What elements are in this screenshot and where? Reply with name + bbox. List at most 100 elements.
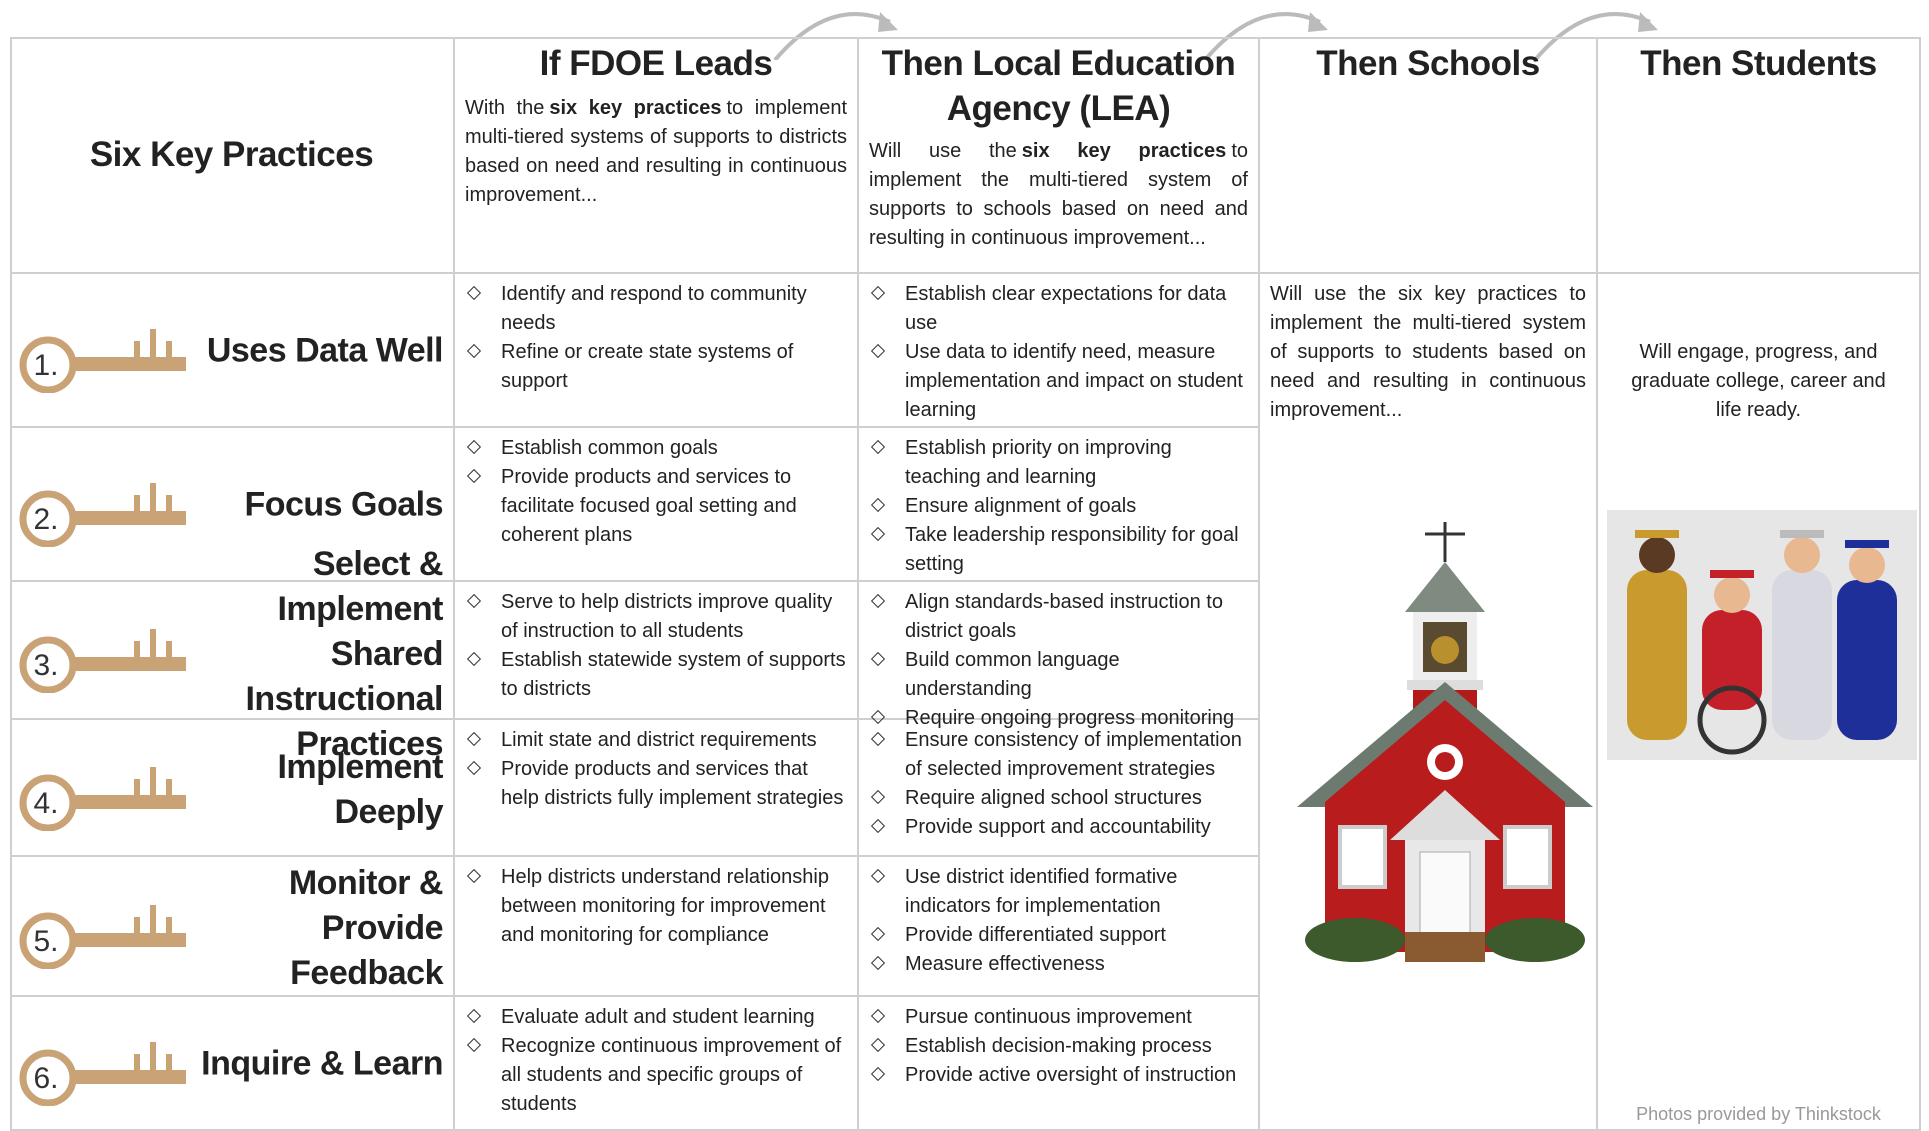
bullet-item: Align standards-based instruction to dis… xyxy=(867,588,1248,646)
bullet-diamond xyxy=(870,497,886,513)
bullet-item: Establish decision-making process xyxy=(867,1032,1248,1061)
bullet-text: Provide products and services that help … xyxy=(501,758,844,809)
schools-cell: Will use the six key practices to implem… xyxy=(1260,274,1598,1131)
bullet-item: Use data to identify need, measure imple… xyxy=(867,338,1248,425)
table-title: Six Key Practices xyxy=(89,135,374,174)
bullet-text: Establish statewide system of supports t… xyxy=(501,649,846,700)
bullet-item: Provide support and accountability xyxy=(867,813,1248,842)
bullet-diamond xyxy=(466,731,482,747)
bullet-diamond xyxy=(466,760,482,776)
fdoe-cell: Evaluate adult and student learning Recog… xyxy=(455,997,859,1131)
bullet-item: Serve to help districts improve quality … xyxy=(463,588,847,646)
practice-cell: 5. Monitor & Provide Feedback xyxy=(10,857,455,997)
intro-bold: six key practices xyxy=(549,97,722,119)
column-intro: With the six key practices to implement mu… xyxy=(465,94,847,210)
bullet-text: Establish decision-making process xyxy=(905,1035,1212,1057)
bullet-diamond xyxy=(870,731,886,747)
bullet-diamond xyxy=(870,1037,886,1053)
bullet-item: Identify and respond to community needs xyxy=(463,280,847,338)
bullet-text: Establish clear expectations for data us… xyxy=(905,283,1227,334)
bullet-item: Ensure alignment of goals xyxy=(867,492,1248,521)
key-icon: 4. xyxy=(19,766,186,831)
bullet-text: Require ongoing progress monitoring xyxy=(905,707,1235,729)
header-cell: Then Schools xyxy=(1260,37,1598,274)
practice-name: Monitor & Provide Feedback xyxy=(288,864,444,993)
lea-cell: Align standards-based instruction to dis… xyxy=(859,582,1260,729)
lea-cell: Ensure consistency of implementation of … xyxy=(859,720,1260,857)
schoolhouse-image xyxy=(1297,522,1593,962)
bullet-diamond xyxy=(870,868,886,884)
bullet-diamond xyxy=(870,1066,886,1082)
practice-cell: 6. Inquire & Learn xyxy=(10,997,455,1131)
bullet-item: Ensure consistency of implementation of … xyxy=(867,726,1248,784)
bullet-text: Take leadership responsibility for goal … xyxy=(905,524,1239,575)
students-image xyxy=(1607,510,1917,760)
bullet-item: Provide products and services that help … xyxy=(463,755,847,813)
fdoe-cell: Identify and respond to community needs R… xyxy=(455,274,859,428)
bullet-item: Require ongoing progress monitoring xyxy=(867,704,1248,733)
bullet-diamond xyxy=(466,468,482,484)
bullet-item: Recognize continuous improvement of all … xyxy=(463,1032,847,1119)
bullet-item: Take leadership responsibility for goal … xyxy=(867,521,1248,579)
fdoe-list: Evaluate adult and student learning Recog… xyxy=(463,1003,847,1119)
intro-text: With the xyxy=(465,97,545,119)
bullet-diamond xyxy=(870,285,886,301)
bullet-diamond xyxy=(466,868,482,884)
practice-number: 2. xyxy=(33,503,58,536)
header-cell: Six Key Practices xyxy=(10,37,455,274)
fdoe-cell: Establish common goals Provide products a… xyxy=(455,428,859,582)
bullet-text: Pursue continuous improvement xyxy=(905,1006,1192,1028)
practice-cell: 3. Select & Implement Shared Instructiona… xyxy=(10,545,455,763)
bullet-item: Refine or create state systems of suppor… xyxy=(463,338,847,396)
bullet-diamond xyxy=(870,526,886,542)
bullet-item: Establish statewide system of supports t… xyxy=(463,646,847,704)
bullet-diamond xyxy=(466,1037,482,1053)
column-title: Then Schools xyxy=(1316,44,1540,83)
fdoe-list: Serve to help districts improve quality … xyxy=(463,588,847,704)
bullet-diamond xyxy=(466,343,482,359)
practice-number: 5. xyxy=(33,925,58,958)
fdoe-list: Help districts understand relationship b… xyxy=(463,863,847,950)
lea-cell: Establish priority on improving teaching… xyxy=(859,428,1260,582)
lea-list: Align standards-based instruction to dis… xyxy=(867,588,1248,733)
column-title: Then Students xyxy=(1640,44,1877,83)
bullet-diamond xyxy=(870,1008,886,1024)
bullet-text: Use district identified formative indica… xyxy=(905,866,1178,917)
bullet-text: Evaluate adult and student learning xyxy=(501,1006,815,1028)
practice-name: Focus Goals xyxy=(244,485,443,524)
lea-list: Use district identified formative indica… xyxy=(867,863,1248,979)
bullet-diamond xyxy=(870,789,886,805)
practice-number: 4. xyxy=(33,787,58,820)
bullet-item: Provide active oversight of instruction xyxy=(867,1061,1248,1090)
bullet-item: Limit state and district requirements xyxy=(463,726,847,755)
bullet-text: Provide differentiated support xyxy=(905,924,1166,946)
intro-text: to implement the multi-tiered system of … xyxy=(869,140,1248,249)
lea-cell: Use district identified formative indica… xyxy=(859,857,1260,997)
lea-list: Establish priority on improving teaching… xyxy=(867,434,1248,579)
bullet-diamond xyxy=(870,818,886,834)
practice-name: Uses Data Well xyxy=(206,331,444,370)
bullet-text: Build common language understanding xyxy=(905,649,1120,700)
key-icon: 2. xyxy=(19,483,186,547)
bullet-item: Require aligned school structures xyxy=(867,784,1248,813)
bullet-item: Establish clear expectations for data us… xyxy=(867,280,1248,338)
column-title: Then Local Education Agency (LEA) xyxy=(881,44,1236,128)
practice-number: 1. xyxy=(33,349,58,382)
intro-text: Will use the xyxy=(869,140,1017,162)
table-frame xyxy=(10,37,1921,1131)
bullet-item: Establish priority on improving teaching… xyxy=(867,434,1248,492)
practice-name: Select & Implement Shared Instructional … xyxy=(245,545,443,763)
lea-cell: Establish clear expectations for data us… xyxy=(859,274,1260,428)
column-intro: Will use the six key practices to implemen… xyxy=(869,137,1248,253)
bullet-text: Provide active oversight of instruction xyxy=(905,1064,1237,1086)
bullet-text: Provide products and services to facilit… xyxy=(501,466,797,546)
bullet-text: Align standards-based instruction to dis… xyxy=(905,591,1223,642)
bullet-diamond xyxy=(870,439,886,455)
bullet-diamond xyxy=(870,343,886,359)
key-icon: 5. xyxy=(19,905,186,969)
bullet-diamond xyxy=(466,593,482,609)
bullet-text: Require aligned school structures xyxy=(905,787,1202,809)
schoolhouse xyxy=(1295,522,1595,962)
bullet-text: Establish common goals xyxy=(501,437,718,459)
